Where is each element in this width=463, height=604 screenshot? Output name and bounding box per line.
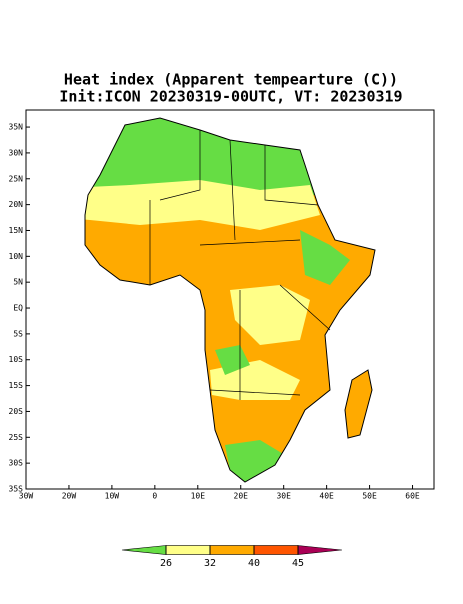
- y-tick-label: 10N: [9, 252, 24, 261]
- y-tick-label: EQ: [13, 304, 23, 313]
- x-tick-label: 30E: [276, 492, 291, 501]
- colorbar-label: 40: [248, 558, 260, 569]
- x-tick-label: 60E: [405, 492, 420, 501]
- coastline: [84, 117, 376, 483]
- borders: [149, 130, 331, 400]
- map: [25, 109, 435, 490]
- x-tick-label: 20W: [62, 492, 77, 501]
- y-tick-label: 20S: [9, 407, 24, 416]
- colorbar-end: [121, 545, 167, 555]
- colorbar-label: 26: [160, 558, 172, 569]
- colorbar-end: [297, 545, 343, 555]
- y-tick-label: 10S: [9, 355, 24, 364]
- y-tick-label: 25N: [9, 174, 24, 183]
- y-tick-label: 35N: [9, 123, 24, 132]
- x-tick-label: 0: [152, 492, 157, 501]
- y-tick-label: 20N: [9, 200, 24, 209]
- x-tick-label: 20E: [234, 492, 249, 501]
- colorbar-label: 45: [292, 558, 304, 569]
- y-tick-label: 30S: [9, 459, 24, 468]
- title: Heat index (Apparent tempearture (C)): [64, 71, 398, 89]
- y-tick-label: 5S: [13, 329, 23, 338]
- x-tick-label: 10W: [105, 492, 120, 501]
- y-tick-label: 5N: [13, 278, 23, 287]
- y-tick-label: 30N: [9, 148, 24, 157]
- x-tick-label: 10E: [191, 492, 206, 501]
- x-tick-label: 50E: [362, 492, 377, 501]
- x-tick-label: 40E: [319, 492, 334, 501]
- x-tick-label: 30W: [19, 492, 34, 501]
- colorbar-label: 32: [204, 558, 216, 569]
- y-tick-label: 35S: [9, 485, 24, 494]
- y-tick-label: 15S: [9, 381, 24, 390]
- y-tick-label: 15N: [9, 226, 24, 235]
- colorbar-segment: [209, 545, 255, 555]
- colorbar-segment: [165, 545, 211, 555]
- madagascar: [344, 369, 373, 439]
- y-tick-label: 25S: [9, 433, 24, 442]
- colorbar-segment: [253, 545, 299, 555]
- subtitle: Init:ICON 20230319-00UTC, VT: 20230319: [59, 88, 402, 106]
